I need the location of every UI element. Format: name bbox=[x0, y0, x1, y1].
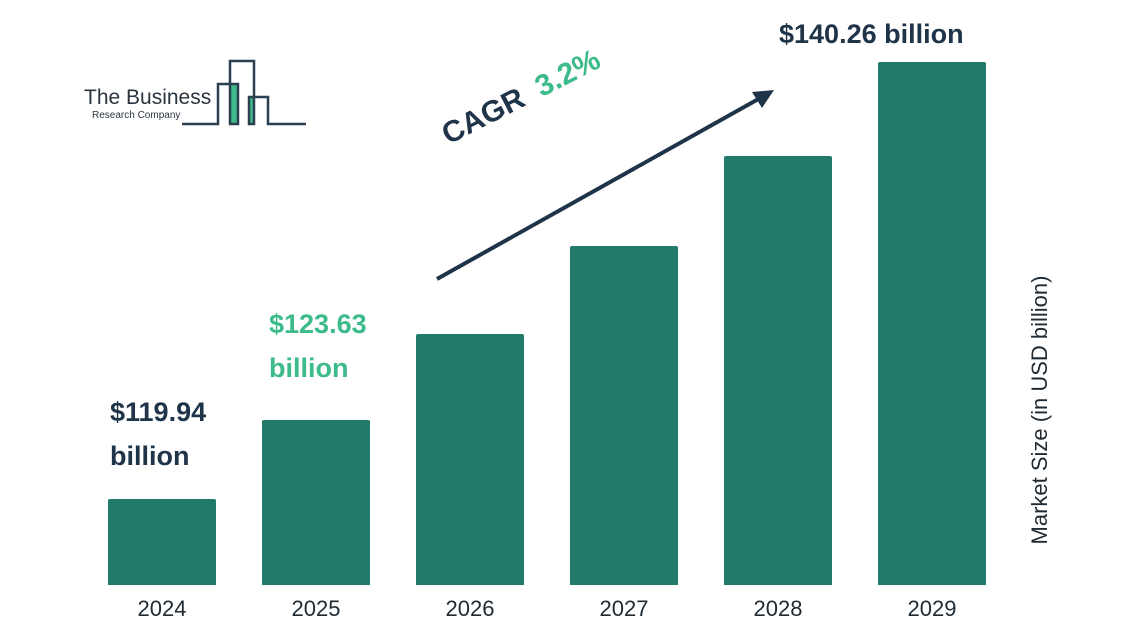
y-axis-label: Market Size (in USD billion) bbox=[1027, 275, 1052, 545]
data-label-2024: $119.94 billion bbox=[110, 390, 206, 478]
logo-text-line1: The Business bbox=[84, 86, 212, 109]
x-tick-label: 2027 bbox=[599, 596, 649, 621]
bar-2024 bbox=[108, 499, 216, 585]
data-label-value: $123.63 bbox=[269, 309, 367, 339]
bar-2025 bbox=[262, 419, 370, 585]
data-label-unit: billion bbox=[269, 353, 349, 383]
data-label-unit: billion bbox=[110, 441, 190, 471]
x-tick-label: 2025 bbox=[291, 596, 341, 621]
bar-2027 bbox=[570, 246, 678, 585]
logo-buildings-icon bbox=[182, 59, 306, 126]
logo-text-line2: Research Company bbox=[92, 110, 181, 121]
data-label-2029: $140.26 billion bbox=[779, 19, 964, 49]
bar-2026 bbox=[416, 334, 524, 585]
data-label-2025: $123.63 billion bbox=[269, 302, 367, 390]
x-tick-label: 2024 bbox=[137, 596, 187, 621]
data-label-value: $119.94 bbox=[110, 397, 207, 427]
x-tick-label: 2026 bbox=[445, 596, 495, 621]
x-tick-label: 2029 bbox=[907, 596, 957, 621]
bar-2028 bbox=[724, 155, 832, 585]
x-tick-label: 2028 bbox=[753, 596, 803, 621]
bar-2029 bbox=[878, 62, 986, 585]
